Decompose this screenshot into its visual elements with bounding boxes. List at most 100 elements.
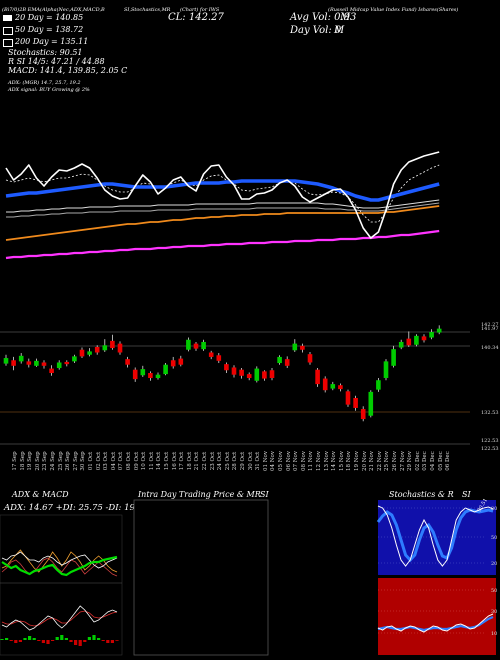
price-axis-label: 142.27 [481, 322, 499, 328]
date-label: 16 Oct [171, 451, 178, 471]
price-axis-label: 122.53 [481, 438, 499, 444]
date-label: 05 Nov [278, 451, 284, 471]
macd-signal-line [1, 610, 118, 627]
header-title-left: (Bi7/0)2B EMA(Alpha(Nec,ADX,MACD,B [2, 7, 105, 13]
date-label: 11 Oct [148, 451, 155, 471]
stochastics-d-line [376, 508, 494, 563]
candle-body [254, 368, 260, 381]
candle-body [125, 359, 130, 365]
date-label: 27 Nov [399, 451, 406, 471]
macd-values: MACD: 141.4, 139.85, 2.05 C [8, 66, 128, 75]
date-label: 24 Oct [217, 451, 224, 471]
date-label: 25 Oct [224, 451, 231, 471]
candle-body [155, 374, 161, 379]
date-label: 30 Sep [80, 451, 87, 471]
date-label: 20 Nov [361, 451, 368, 471]
macd-histogram-bar [37, 640, 41, 641]
date-label: 01 Nov [262, 451, 269, 471]
candle-body [414, 335, 419, 345]
si-tick-label: 50 [491, 588, 497, 594]
adx-values: ADX: (MGR) 14.7, 25.7, 19.2 [8, 80, 81, 86]
stochastics-tick-label: 20 [491, 561, 497, 567]
date-label: 28 Oct [232, 451, 239, 471]
dma-20: 20 Day = 140.85 [15, 13, 84, 22]
ema-line-gray-1 [6, 199, 440, 213]
candle-body [140, 369, 146, 376]
macd-histogram-bar [9, 640, 13, 641]
ema-line-orange [5, 205, 440, 241]
date-label: 09 Oct [133, 451, 140, 471]
macd-histogram-bar [55, 637, 59, 640]
date-label: 30 Oct [247, 451, 254, 471]
date-label: 29 Oct [240, 451, 246, 471]
macd-histogram-bar [5, 638, 9, 640]
date-label: 23 Oct [209, 451, 216, 471]
stochastics-k-line [377, 505, 494, 567]
date-label: 18 Oct [186, 451, 193, 471]
macd-histogram-bar [110, 640, 114, 643]
candle-body [307, 354, 313, 363]
candle-body [262, 371, 267, 379]
date-label: 29 Nov [407, 451, 414, 471]
stochastics-title: Stochastics & R [389, 490, 454, 499]
candle-body [193, 343, 199, 349]
stochastics-tick-label: 80 [491, 506, 497, 512]
macd-histogram-bar [41, 640, 45, 643]
candle-body [368, 391, 374, 416]
candle-body [64, 361, 70, 365]
candle-body [148, 373, 153, 379]
candle-body [3, 358, 9, 364]
date-label: 21 Oct [194, 451, 201, 471]
macd-histogram-bar [14, 640, 18, 643]
candle-body [56, 362, 62, 369]
date-label: 14 Nov [331, 451, 338, 471]
stochastics-value: Stochastics: 90.51 [8, 48, 83, 57]
adx-line-white [1, 551, 118, 569]
date-label: 18 Sep [19, 451, 26, 471]
date-label: 02 Oct [95, 451, 102, 471]
date-label: 20 Sep [34, 451, 41, 471]
date-label: 04 Nov [270, 451, 277, 471]
candle-body [34, 360, 39, 366]
candle-body [315, 369, 320, 385]
macd-histogram-bar [69, 640, 73, 642]
date-label: 22 Oct [202, 451, 208, 471]
candle-body [41, 362, 47, 366]
date-label: 31 Oct [255, 451, 262, 471]
candle-body [376, 380, 381, 390]
macd-histogram-bar [23, 638, 27, 640]
candle-body [246, 374, 252, 379]
price-axis-label: 122.53 [481, 446, 499, 452]
adx-panel-values: ADX: 14.67 +DI: 25.75 -DI: 19.16 [4, 503, 149, 513]
date-label: 25 Sep [57, 451, 64, 471]
date-label: 18 Nov [346, 451, 353, 471]
macd-histogram-bar [97, 638, 101, 640]
intraday-panel-frame [133, 499, 269, 656]
macd-histogram-bar [78, 640, 82, 646]
avg-volume-unit: M [340, 12, 351, 23]
candle-body [383, 361, 389, 379]
adx-line-orange [1, 549, 118, 573]
adx-line-red [1, 557, 118, 577]
macd-histogram-bar [46, 640, 50, 644]
date-label: 08 Nov [300, 451, 307, 471]
date-label: 14 Oct [156, 451, 163, 471]
candle-body [208, 352, 214, 357]
candle-body [429, 331, 434, 338]
intraday-title: Intra Day Trading Price & MR [138, 490, 261, 499]
candle-body [117, 343, 123, 353]
header-title-mid: SI,Stochastics,MR [124, 7, 171, 13]
price-axis-label: 141.97 [481, 326, 499, 332]
legend-50-day-box [3, 27, 13, 35]
si-line [377, 613, 494, 633]
candle-body [170, 360, 176, 367]
date-label: 08 Oct [126, 451, 132, 471]
candle-body [110, 340, 115, 349]
candle-body [239, 369, 244, 376]
date-label: 24 Sep [50, 451, 56, 471]
candle-body [201, 341, 206, 350]
candle-body [330, 384, 336, 389]
si-tick-label: 10 [491, 631, 497, 637]
macd-histogram-bar [51, 640, 55, 641]
candle-body [72, 356, 77, 362]
